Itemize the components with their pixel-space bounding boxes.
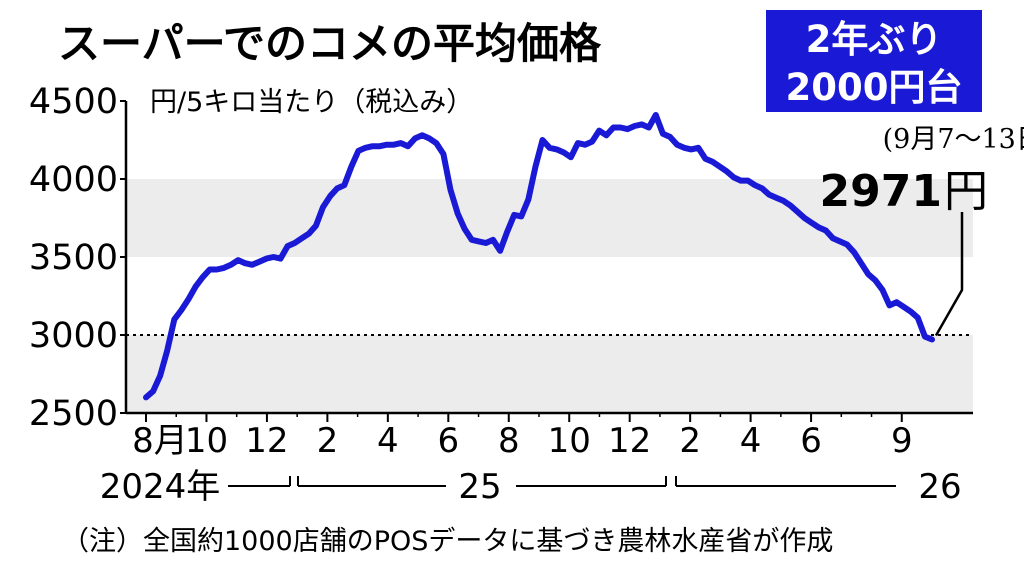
shaded-band-1 xyxy=(126,335,973,413)
latest-value-callout: (9月7〜13日) 2971 円 xyxy=(820,124,1024,337)
y-tick-label-3500: 3500 xyxy=(29,238,118,278)
shaded-bands xyxy=(126,179,973,413)
latest-value-label: 2971 xyxy=(820,166,942,217)
y-tick-label-4500: 4500 xyxy=(29,82,118,122)
x-tick-label-9: 2 xyxy=(679,421,701,461)
chart-title: スーパーでのコメの平均価格 xyxy=(58,19,602,68)
x-tick-label-3: 2 xyxy=(317,421,339,461)
series-line xyxy=(143,112,935,401)
y-tick-label-2500: 2500 xyxy=(29,394,118,434)
x-tick-label-4: 4 xyxy=(377,421,399,461)
x-tick-label-11: 6 xyxy=(800,421,822,461)
badge-line-2: 2000円台 xyxy=(786,66,963,109)
x-tick-label-10: 4 xyxy=(740,421,762,461)
headline-badge: 2年ぶり 2000円台 xyxy=(766,10,982,112)
x-tick-label-2: 12 xyxy=(245,421,288,461)
year-label-2026: 26 xyxy=(918,467,961,507)
x-tick-label-5: 6 xyxy=(437,421,459,461)
latest-value-unit: 円 xyxy=(944,166,988,217)
x-tick-label-7: 10 xyxy=(548,421,591,461)
x-tick-label-0: 8月 xyxy=(132,421,188,461)
callout-leader-line xyxy=(934,212,964,337)
x-tick-label-1: 10 xyxy=(185,421,228,461)
x-tick-label-12: 9 xyxy=(891,421,913,461)
x-tick-label-8: 12 xyxy=(608,421,651,461)
y-axis-ticks: 4500 4000 3500 3000 2500 xyxy=(29,82,126,434)
source-note: （注）全国約1000店舗のPOSデータに基づき農林水産省が作成 xyxy=(62,526,833,557)
x-tick-label-6: 8 xyxy=(498,421,520,461)
y-tick-label-3000: 3000 xyxy=(29,316,118,356)
latest-period-label: (9月7〜13日) xyxy=(883,124,1024,155)
y-axis-unit-label: 円/5キロ当たり（税込み） xyxy=(150,87,473,118)
badge-line-1: 2年ぶり xyxy=(806,18,943,61)
y-tick-label-4000: 4000 xyxy=(29,160,118,200)
badge-background xyxy=(766,10,982,112)
year-label-2025: 25 xyxy=(458,467,501,507)
year-labels: 2024年 25 26 xyxy=(100,467,962,507)
year-label-2024: 2024年 xyxy=(100,467,221,507)
shaded-band-0 xyxy=(126,179,973,257)
